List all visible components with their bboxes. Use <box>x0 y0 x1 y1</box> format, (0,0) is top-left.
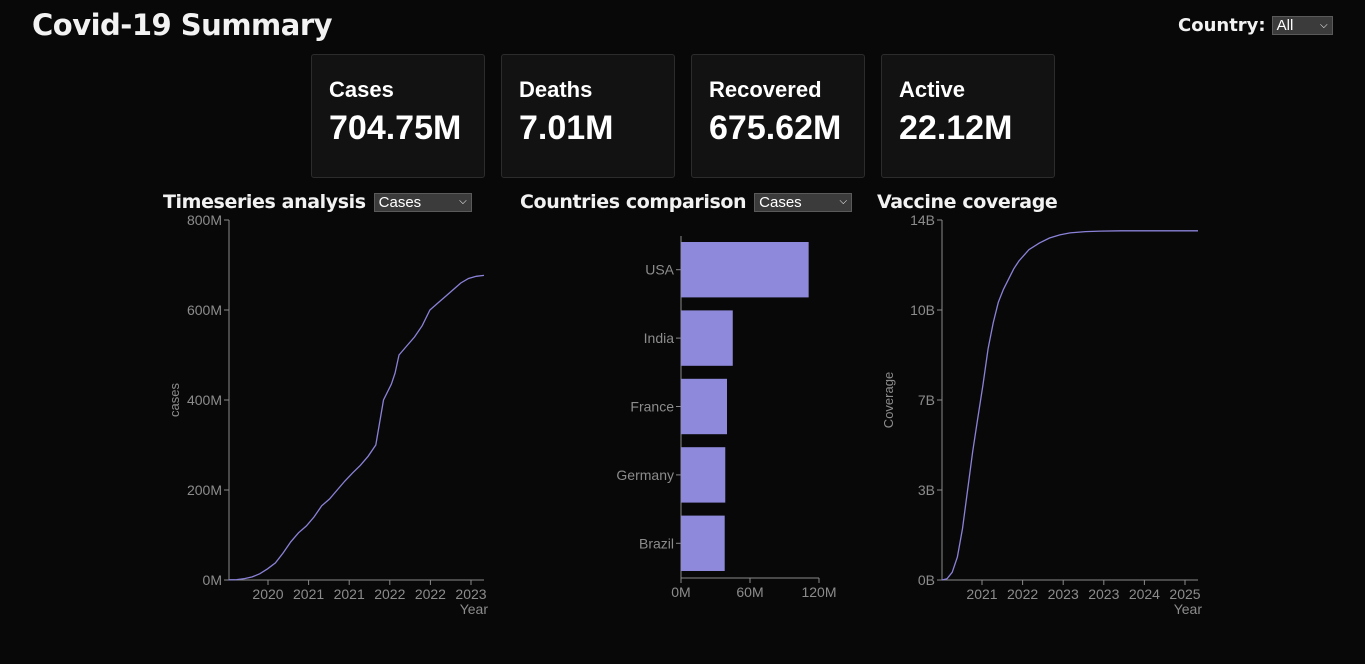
bar-usa <box>681 242 809 298</box>
countries-metric-select[interactable]: Cases ⌵ <box>754 192 853 212</box>
vaccine-header: Vaccine coverage <box>877 191 1058 213</box>
card-value: 7.01M <box>519 109 614 147</box>
card-value: 675.62M <box>709 109 842 147</box>
category-label: Brazil <box>639 535 674 551</box>
country-select-value: All <box>1276 17 1294 34</box>
card-cases: Cases 704.75M <box>311 54 485 178</box>
x-tick-label: 60M <box>736 584 763 598</box>
y-tick-label: 600M <box>187 302 222 318</box>
card-label: Recovered <box>709 77 822 102</box>
y-tick-label: 800M <box>187 212 222 228</box>
series-line <box>941 230 1198 581</box>
y-tick-label: 200M <box>187 482 222 498</box>
x-tick-label: 2022 <box>374 586 405 602</box>
chevron-down-icon: ⌵ <box>1320 19 1328 31</box>
x-tick-label: 2021 <box>966 586 997 602</box>
card-label: Active <box>899 77 966 102</box>
card-recovered: Recovered 675.62M <box>691 54 865 178</box>
country-select[interactable]: All ⌵ <box>1271 16 1333 35</box>
card-active: Active 22.12M <box>881 54 1055 178</box>
page-title: Covid-19 Summary <box>32 8 333 42</box>
timeseries-metric-select[interactable]: Cases ⌵ <box>373 192 472 212</box>
card-value: 22.12M <box>899 109 1013 147</box>
y-tick-label: 0B <box>918 572 935 588</box>
bar-brazil <box>681 515 725 571</box>
category-label: Germany <box>616 467 674 483</box>
x-tick-label: 2023 <box>1048 586 1079 602</box>
timeseries-metric-value: Cases <box>378 193 422 211</box>
timeseries-header: Timeseries analysis Cases ⌵ <box>163 191 472 213</box>
x-tick-label: 2020 <box>252 586 283 602</box>
y-axis-title: Coverage <box>881 372 896 428</box>
bar-india <box>681 310 733 366</box>
countries-metric-value: Cases <box>759 193 802 211</box>
x-tick-label: 0M <box>671 584 690 598</box>
series-line <box>228 274 485 581</box>
card-deaths: Deaths 7.01M <box>501 54 675 178</box>
y-tick-label: 14B <box>910 212 935 228</box>
bar-france <box>681 378 727 435</box>
category-label: USA <box>645 262 674 278</box>
x-axis-title: Year <box>1174 601 1203 617</box>
chevron-down-icon: ⌵ <box>839 196 848 207</box>
x-tick-label: 2022 <box>1007 586 1038 602</box>
y-tick-label: 10B <box>910 302 935 318</box>
card-label: Cases <box>329 77 394 102</box>
bar-germany <box>681 447 726 503</box>
country-label: Country: <box>1178 15 1266 36</box>
x-tick-label: 120M <box>801 584 836 598</box>
y-tick-label: 7B <box>918 392 935 408</box>
timeseries-chart: 0M 200M 400M 600M 800M 2020 2021 2021 2022 2022 20… <box>167 212 489 617</box>
vaccine-chart: 0B 3B 7B 10B 14B 2021 2022 2023 2023 2024 2025Year… <box>881 212 1203 617</box>
card-label: Deaths <box>519 77 593 102</box>
x-axis-title: Year <box>460 601 489 617</box>
timeseries-title: Timeseries analysis <box>163 191 366 213</box>
x-tick-label: 2022 <box>415 586 446 602</box>
y-tick-label: 0M <box>203 572 222 588</box>
y-tick-label: 3B <box>918 482 935 498</box>
x-tick-label: 2025 <box>1169 586 1200 602</box>
card-value: 704.75M <box>329 109 462 147</box>
category-label: France <box>630 399 674 415</box>
vaccine-title: Vaccine coverage <box>877 191 1058 213</box>
x-tick-label: 2021 <box>293 586 324 602</box>
y-tick-label: 400M <box>187 392 222 408</box>
chevron-down-icon: ⌵ <box>459 196 467 207</box>
summary-cards: Cases 704.75M Deaths 7.01M Recovered 675… <box>311 54 1055 178</box>
x-tick-label: 2023 <box>455 586 486 602</box>
country-filter: Country: All ⌵ <box>1178 15 1333 36</box>
countries-header: Countries comparison Cases ⌵ <box>520 191 853 213</box>
countries-bar-chart: USA India France Germany Brazil 0M 60M 120M <box>616 236 837 598</box>
x-tick-label: 2021 <box>334 586 365 602</box>
category-label: India <box>644 330 675 346</box>
countries-title: Countries comparison <box>520 191 747 213</box>
x-tick-label: 2024 <box>1129 586 1160 602</box>
x-tick-label: 2023 <box>1088 586 1119 602</box>
y-axis-title: cases <box>167 383 182 417</box>
